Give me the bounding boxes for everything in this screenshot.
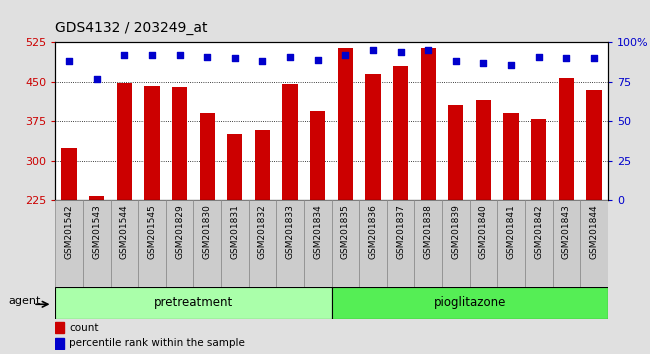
Bar <box>111 200 138 287</box>
Point <box>395 49 406 55</box>
Text: GSM201833: GSM201833 <box>285 204 294 259</box>
Point <box>368 47 378 53</box>
Text: GSM201543: GSM201543 <box>92 204 101 259</box>
Bar <box>497 200 525 287</box>
Bar <box>55 338 64 349</box>
Text: GSM201844: GSM201844 <box>590 204 599 259</box>
Bar <box>255 130 270 318</box>
Point <box>534 54 544 59</box>
Point <box>340 52 350 58</box>
Bar <box>283 85 298 318</box>
Text: GSM201843: GSM201843 <box>562 204 571 259</box>
Bar <box>559 78 574 318</box>
Point <box>506 62 516 67</box>
Bar <box>55 200 83 287</box>
Bar <box>55 322 64 333</box>
Text: agent: agent <box>8 296 41 306</box>
Bar <box>194 200 221 287</box>
Text: GSM201545: GSM201545 <box>148 204 157 259</box>
Bar <box>531 119 546 318</box>
Bar <box>248 200 276 287</box>
Bar <box>442 200 469 287</box>
Text: pretreatment: pretreatment <box>154 296 233 309</box>
Point <box>313 57 323 63</box>
Point <box>174 52 185 58</box>
Point <box>589 55 599 61</box>
Text: GSM201841: GSM201841 <box>506 204 515 259</box>
Text: GSM201829: GSM201829 <box>175 204 184 259</box>
Bar <box>144 86 159 318</box>
Text: GSM201544: GSM201544 <box>120 204 129 259</box>
Bar <box>55 287 332 319</box>
Bar <box>138 200 166 287</box>
Text: GSM201842: GSM201842 <box>534 204 543 259</box>
Bar <box>117 83 132 318</box>
Text: GSM201542: GSM201542 <box>64 204 73 259</box>
Bar <box>415 200 442 287</box>
Bar <box>166 200 194 287</box>
Text: percentile rank within the sample: percentile rank within the sample <box>69 338 245 348</box>
Text: count: count <box>69 322 99 332</box>
Text: GSM201834: GSM201834 <box>313 204 322 259</box>
Bar <box>338 48 353 318</box>
Bar <box>586 90 601 318</box>
Point <box>285 54 295 59</box>
Text: GDS4132 / 203249_at: GDS4132 / 203249_at <box>55 21 208 35</box>
Point <box>64 58 74 64</box>
Point <box>561 55 571 61</box>
Text: GSM201838: GSM201838 <box>424 204 433 259</box>
Point <box>450 58 461 64</box>
Text: GSM201832: GSM201832 <box>258 204 267 259</box>
Text: pioglitazone: pioglitazone <box>434 296 506 309</box>
Bar <box>393 66 408 318</box>
Bar <box>221 200 248 287</box>
Bar <box>200 113 214 318</box>
Bar <box>552 200 580 287</box>
Bar <box>421 48 436 318</box>
Text: GSM201840: GSM201840 <box>479 204 488 259</box>
Bar <box>580 200 608 287</box>
Bar <box>359 200 387 287</box>
Point <box>119 52 129 58</box>
Bar <box>469 200 497 287</box>
Point <box>202 54 213 59</box>
Bar <box>387 200 415 287</box>
Bar <box>304 200 332 287</box>
Bar <box>172 87 187 318</box>
Point <box>478 60 489 66</box>
Bar <box>448 105 463 318</box>
Bar <box>83 200 111 287</box>
Point <box>229 55 240 61</box>
Bar <box>310 111 325 318</box>
Bar <box>227 135 242 318</box>
Text: GSM201831: GSM201831 <box>230 204 239 259</box>
Bar <box>62 148 77 318</box>
Point <box>423 47 434 53</box>
Bar <box>476 100 491 318</box>
Point <box>147 52 157 58</box>
Text: GSM201837: GSM201837 <box>396 204 405 259</box>
Point <box>257 58 268 64</box>
Bar <box>504 113 519 318</box>
Bar <box>332 287 608 319</box>
Bar <box>365 74 380 318</box>
Text: GSM201839: GSM201839 <box>451 204 460 259</box>
Text: GSM201830: GSM201830 <box>203 204 212 259</box>
Text: GSM201835: GSM201835 <box>341 204 350 259</box>
Point <box>92 76 102 81</box>
Text: GSM201836: GSM201836 <box>369 204 378 259</box>
Bar <box>332 200 359 287</box>
Bar <box>525 200 552 287</box>
Bar <box>276 200 304 287</box>
Bar <box>89 196 104 318</box>
